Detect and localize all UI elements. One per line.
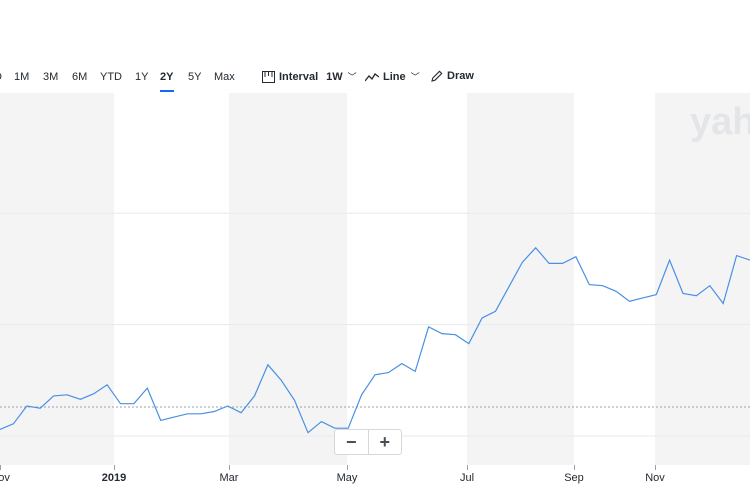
draw-button[interactable]: Draw (431, 70, 474, 82)
month-band (467, 93, 574, 465)
x-tick-label: May (336, 472, 358, 484)
interval-label: Interval (279, 70, 319, 83)
zoom-out-button[interactable]: − (345, 431, 357, 452)
chart-type-label: Line (383, 70, 406, 83)
range-1y[interactable]: 1Y (135, 71, 149, 83)
range-3m[interactable]: 3M (43, 71, 59, 83)
zoom-in-button[interactable]: + (379, 431, 390, 452)
month-band (655, 93, 750, 465)
line-chart-icon (365, 72, 379, 81)
candlestick-ruler-icon (262, 70, 275, 83)
price-line (0, 246, 750, 434)
x-tick-label: Jul (459, 472, 475, 484)
x-tick-label: 2019 (101, 472, 127, 484)
active-range-indicator (160, 90, 174, 92)
x-tick-mark (229, 465, 230, 470)
x-tick-mark (655, 465, 656, 470)
range-d[interactable]: D (0, 71, 2, 83)
chart-toolbar: D 1M 3M 6M YTD 1Y 2Y 5Y Max Interval 1W ﹀ Line ﹀… (0, 64, 750, 92)
x-tick-mark (347, 465, 348, 470)
month-band (0, 93, 114, 465)
range-2y[interactable]: 2Y (160, 71, 174, 83)
month-band (229, 93, 347, 465)
x-tick-mark (114, 465, 115, 470)
zoom-controls: − + (334, 429, 402, 455)
zoom-divider (367, 430, 369, 454)
range-5y[interactable]: 5Y (188, 71, 202, 83)
yahoo-watermark: yah (690, 101, 750, 143)
range-1m[interactable]: 1M (14, 71, 30, 83)
chevron-down-icon: ﹀ (347, 72, 357, 82)
x-tick-mark (0, 465, 1, 470)
price-chart[interactable]: yah (0, 93, 750, 465)
chevron-down-icon: ﹀ (410, 72, 420, 82)
x-tick-label: Nov (645, 472, 665, 484)
interval-value: 1W (326, 70, 343, 83)
x-axis: Nov 2019 Mar May Jul Sep Nov (0, 465, 750, 500)
x-tick-mark (574, 465, 575, 470)
x-tick-label: Mar (219, 472, 239, 484)
range-6m[interactable]: 6M (72, 71, 88, 83)
interval-menu[interactable]: Interval 1W ﹀ (262, 70, 357, 83)
chart-type-menu[interactable]: Line ﹀ (365, 70, 420, 83)
month-bands (0, 93, 750, 465)
x-tick-label: Sep (564, 472, 584, 484)
pencil-icon (431, 70, 443, 82)
range-max[interactable]: Max (214, 71, 235, 83)
range-ytd[interactable]: YTD (100, 71, 122, 83)
x-tick-mark (467, 465, 468, 470)
draw-label: Draw (447, 70, 474, 82)
x-tick-label: Nov (0, 472, 10, 484)
